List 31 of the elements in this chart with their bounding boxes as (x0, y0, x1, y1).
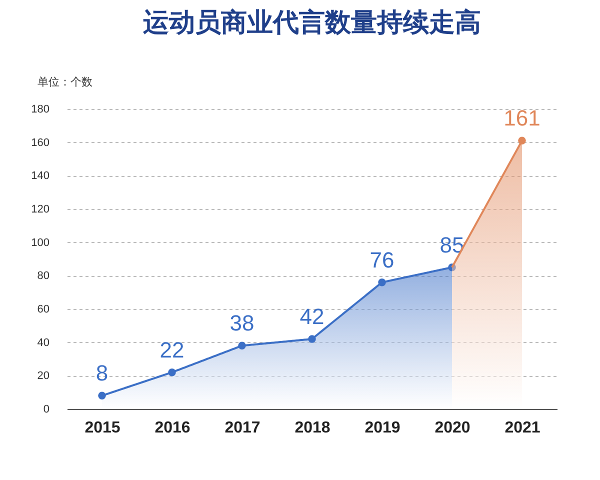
data-label: 42 (300, 304, 324, 329)
y-tick-label: 0 (43, 404, 50, 416)
x-tick-label: 2019 (364, 420, 400, 436)
x-tick-label: 2018 (294, 420, 330, 436)
y-tick-label: 140 (31, 170, 50, 182)
data-label: 161 (504, 106, 540, 131)
x-tick-label: 2016 (154, 420, 190, 436)
y-tick-label: 100 (31, 236, 50, 249)
point (238, 342, 246, 350)
y-tick-label: 80 (37, 270, 50, 282)
y-tick-label: 120 (31, 204, 50, 216)
point (518, 136, 526, 145)
x-tick-label: 2021 (504, 420, 540, 436)
data-label: 8 (96, 360, 108, 386)
data-label: 38 (230, 310, 254, 336)
y-tick-label: 160 (31, 136, 50, 149)
x-tick-label: 2020 (434, 420, 470, 436)
y-axis-title: 单位：个数 (38, 76, 92, 88)
data-label: 76 (370, 247, 394, 272)
point (98, 392, 106, 400)
x-tick-label: 2017 (224, 420, 260, 436)
y-tick-label: 20 (37, 370, 50, 382)
point (378, 278, 386, 286)
y-tick-label: 180 (31, 104, 50, 116)
y-tick-label: 60 (37, 304, 50, 316)
y-tick-label: 40 (37, 336, 50, 349)
point (168, 368, 176, 376)
chart-title: 运动员商业代言数量持续走高 (142, 7, 481, 37)
data-label: 22 (160, 337, 184, 362)
point (308, 335, 316, 343)
x-tick-label: 2015 (84, 420, 120, 436)
